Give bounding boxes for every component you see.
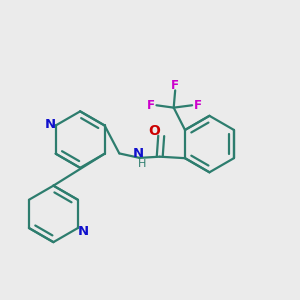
Text: N: N <box>78 225 89 238</box>
Text: N: N <box>133 147 144 160</box>
Text: F: F <box>171 79 179 92</box>
Text: F: F <box>147 99 155 112</box>
Text: N: N <box>45 118 56 131</box>
Text: F: F <box>194 99 202 112</box>
Text: H: H <box>138 159 146 169</box>
Text: O: O <box>149 124 161 137</box>
